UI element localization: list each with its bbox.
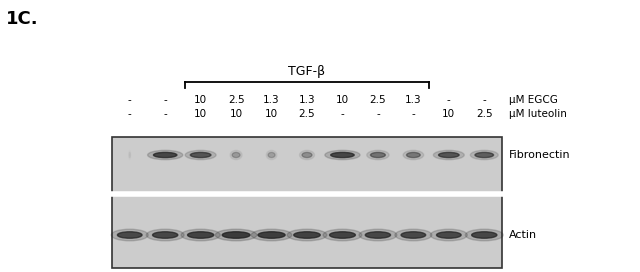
Text: -: - [483, 95, 486, 105]
Text: TGF-β: TGF-β [289, 65, 326, 78]
Text: 2.5: 2.5 [228, 95, 244, 105]
Ellipse shape [438, 152, 459, 157]
Ellipse shape [190, 152, 211, 157]
Ellipse shape [403, 150, 424, 160]
Text: 1.3: 1.3 [299, 95, 316, 105]
Ellipse shape [406, 152, 420, 157]
Ellipse shape [111, 229, 148, 241]
Ellipse shape [287, 229, 327, 241]
Text: μM luteolin: μM luteolin [509, 109, 567, 119]
Text: -: - [163, 109, 167, 119]
Ellipse shape [436, 232, 461, 238]
Text: -: - [447, 95, 451, 105]
Ellipse shape [181, 229, 220, 241]
Text: -: - [128, 109, 132, 119]
Ellipse shape [252, 229, 292, 241]
Text: 10: 10 [336, 95, 349, 105]
Ellipse shape [330, 232, 355, 238]
Ellipse shape [230, 150, 242, 160]
Ellipse shape [300, 150, 314, 160]
Ellipse shape [433, 150, 464, 160]
Ellipse shape [472, 232, 497, 238]
Ellipse shape [475, 152, 493, 157]
Text: -: - [340, 109, 344, 119]
Bar [112, 137, 502, 268]
Ellipse shape [323, 229, 362, 241]
Ellipse shape [401, 232, 426, 238]
Ellipse shape [331, 152, 354, 157]
Ellipse shape [367, 150, 389, 160]
Text: 10: 10 [230, 109, 243, 119]
Ellipse shape [154, 152, 177, 157]
Text: μM EGCG: μM EGCG [509, 95, 558, 105]
Ellipse shape [222, 232, 250, 238]
Text: Actin: Actin [509, 230, 537, 240]
Text: 1.3: 1.3 [263, 95, 280, 105]
Ellipse shape [465, 229, 503, 241]
Text: 10: 10 [265, 109, 278, 119]
Text: 10: 10 [194, 95, 207, 105]
Text: -: - [128, 95, 132, 105]
Text: -: - [412, 109, 415, 119]
Ellipse shape [430, 229, 467, 241]
Text: 10: 10 [194, 109, 207, 119]
Ellipse shape [302, 152, 312, 157]
Ellipse shape [294, 232, 320, 238]
Text: 1.3: 1.3 [405, 95, 422, 105]
Ellipse shape [258, 232, 285, 238]
Ellipse shape [146, 229, 184, 241]
Ellipse shape [117, 232, 142, 238]
Ellipse shape [232, 152, 240, 157]
Text: 2.5: 2.5 [299, 109, 316, 119]
Text: Fibronectin: Fibronectin [509, 150, 571, 160]
Ellipse shape [266, 150, 277, 160]
Text: -: - [376, 109, 380, 119]
Ellipse shape [268, 152, 275, 157]
Ellipse shape [395, 229, 432, 241]
Text: 2.5: 2.5 [369, 95, 386, 105]
Ellipse shape [148, 150, 183, 160]
Ellipse shape [371, 152, 385, 157]
Text: 1C.: 1C. [6, 10, 38, 28]
Ellipse shape [365, 232, 390, 238]
Ellipse shape [215, 229, 257, 241]
Ellipse shape [185, 150, 216, 160]
Ellipse shape [188, 232, 214, 238]
Ellipse shape [325, 150, 360, 160]
Text: 10: 10 [442, 109, 456, 119]
Ellipse shape [470, 150, 498, 160]
Ellipse shape [359, 229, 397, 241]
Text: 2.5: 2.5 [476, 109, 493, 119]
Ellipse shape [152, 232, 178, 238]
Text: -: - [163, 95, 167, 105]
